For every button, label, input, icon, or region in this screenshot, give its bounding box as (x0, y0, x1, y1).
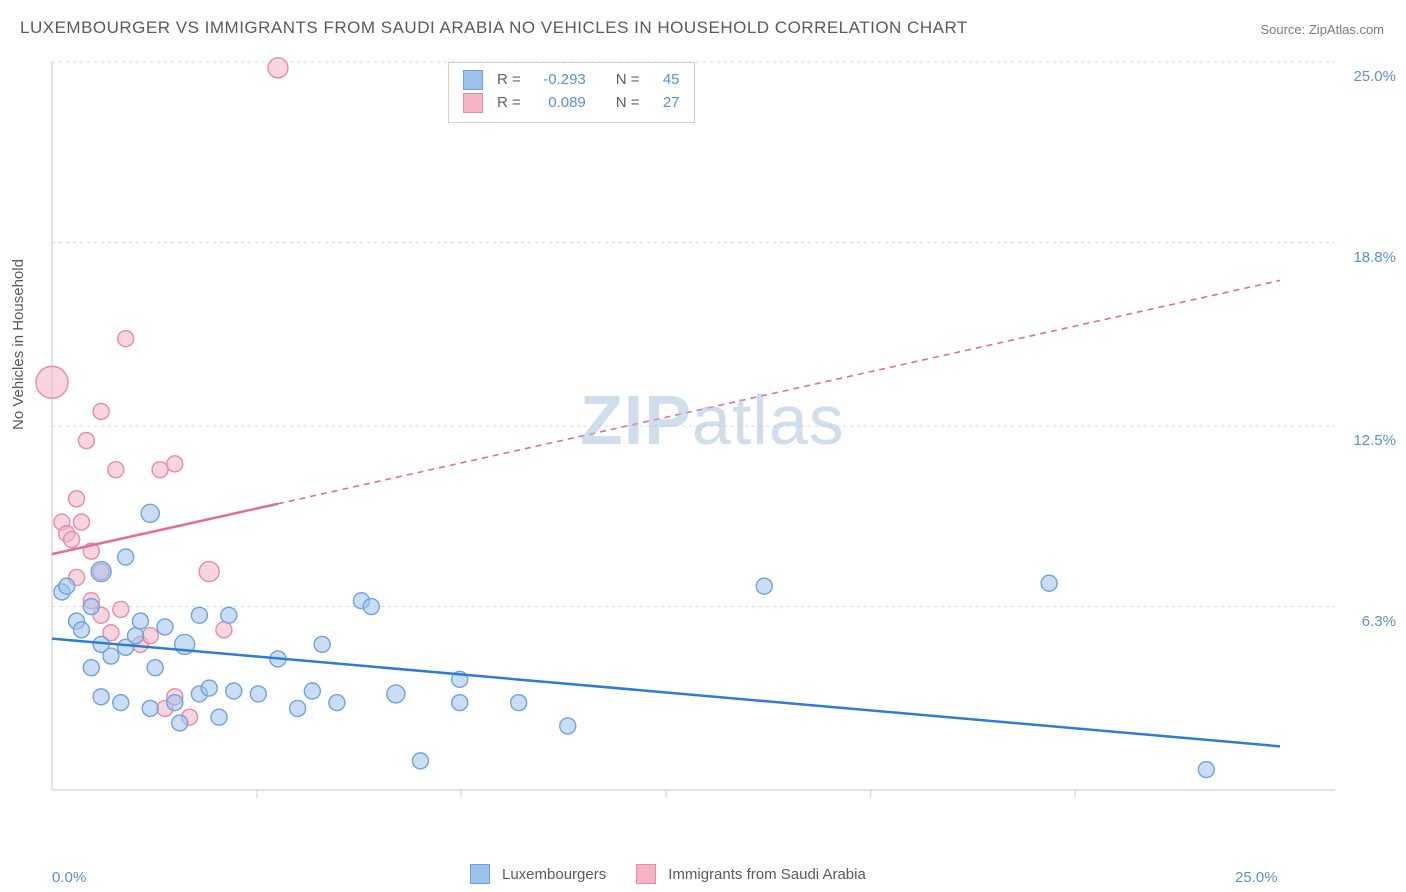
r-label: R = (497, 69, 521, 92)
x-tick-label: 0.0% (52, 869, 86, 886)
y-tick-label: 6.3% (1362, 613, 1396, 630)
swatch-series1 (470, 864, 490, 884)
bottom-legend: Luxembourgers Immigrants from Saudi Arab… (470, 864, 866, 884)
stats-legend-box: R = -0.293 N = 45 R = 0.089 N = 27 (448, 62, 695, 123)
y-tick-label: 25.0% (1353, 68, 1396, 85)
y-tick-label: 12.5% (1353, 432, 1396, 449)
r-value-series1: -0.293 (531, 69, 586, 92)
legend-item-series1: Luxembourgers (470, 864, 606, 884)
n-value-series2: 27 (650, 92, 680, 115)
legend-label-series2: Immigrants from Saudi Arabia (668, 866, 866, 883)
legend-label-series1: Luxembourgers (502, 866, 606, 883)
r-label: R = (497, 92, 521, 115)
x-tick-label: 25.0% (1235, 869, 1278, 886)
n-value-series1: 45 (650, 69, 680, 92)
swatch-series2 (636, 864, 656, 884)
r-value-series2: 0.089 (531, 92, 586, 115)
n-label: N = (616, 69, 640, 92)
swatch-series1 (463, 70, 483, 90)
stats-row-series2: R = 0.089 N = 27 (463, 92, 680, 115)
stats-row-series1: R = -0.293 N = 45 (463, 69, 680, 92)
n-label: N = (616, 92, 640, 115)
legend-item-series2: Immigrants from Saudi Arabia (636, 864, 866, 884)
y-tick-label: 18.8% (1353, 249, 1396, 266)
watermark: ZIPatlas (580, 380, 845, 460)
swatch-series2 (463, 93, 483, 113)
